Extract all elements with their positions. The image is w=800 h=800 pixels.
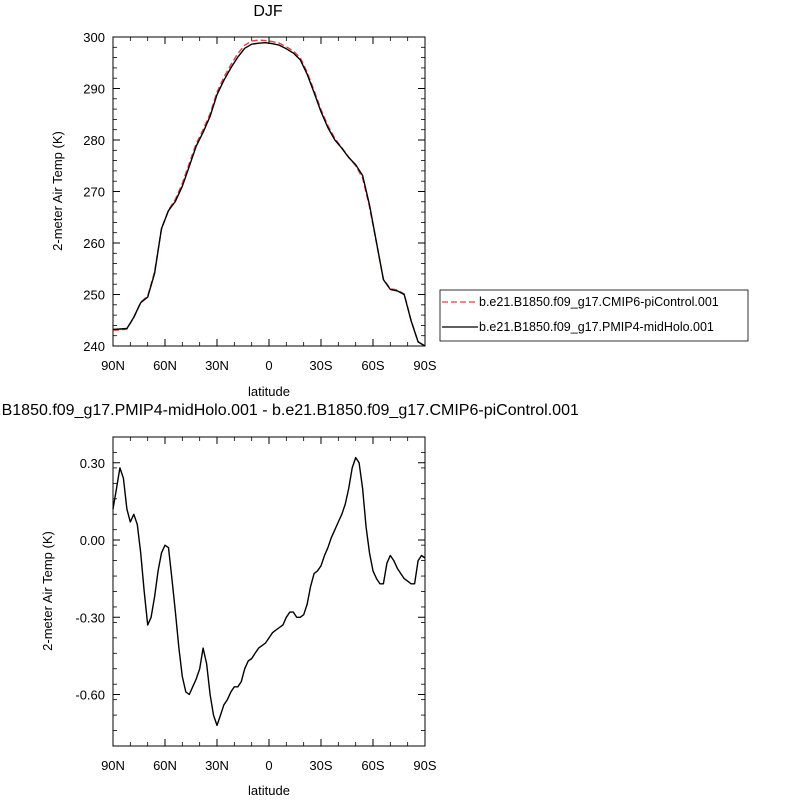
bottom-xtick-label: 30N	[205, 758, 229, 773]
top-series-line-1	[112, 42, 426, 347]
top-ytick-label: 280	[83, 133, 105, 148]
top-chart-title: DJF	[253, 3, 283, 20]
bottom-xtick-label: 60N	[153, 758, 177, 773]
top-xtick-label: 60S	[361, 358, 384, 373]
bottom-plot-frame	[112, 436, 426, 747]
bottom-xtick-label: 30S	[309, 758, 332, 773]
bottom-xtick-label: 90S	[413, 758, 436, 773]
bottom-series	[112, 456, 426, 727]
bottom-ytick-label: 0.00	[80, 533, 105, 548]
top-xtick-label: 60N	[153, 358, 177, 373]
top-xtick-label: 30N	[205, 358, 229, 373]
top-xtick-label: 90S	[413, 358, 436, 373]
bottom-y-axis-label: 2-meter Air Temp (K)	[40, 531, 55, 651]
top-series-line-0	[113, 39, 426, 347]
top-series	[112, 39, 426, 347]
bottom-xtick-label: 60S	[361, 758, 384, 773]
bottom-chart-title: b.e21.B1850.f09_g17.PMIP4-midHolo.001 - …	[0, 402, 579, 419]
top-ytick-label: 240	[83, 339, 105, 354]
top-ytick-label: 270	[83, 185, 105, 200]
top-ytick-label: 300	[83, 30, 105, 45]
bottom-panel: b.e21.B1850.f09_g17.PMIP4-midHolo.001 - …	[0, 402, 579, 798]
legend-label-piControl: b.e21.B1850.f09_g17.CMIP6-piControl.001	[479, 295, 719, 309]
bottom-ytick-label: -0.60	[75, 688, 105, 703]
legend-label-midHolo: b.e21.B1850.f09_g17.PMIP4-midHolo.001	[479, 320, 714, 334]
top-ytick-label: 260	[83, 236, 105, 251]
top-xtick-label: 90N	[101, 358, 125, 373]
bottom-xtick-label: 0	[265, 758, 272, 773]
bottom-x-axis-label: latitude	[248, 783, 290, 798]
bottom-ytick-label: 0.30	[80, 456, 105, 471]
legend: b.e21.B1850.f09_g17.CMIP6-piControl.001 …	[439, 289, 749, 342]
top-ytick-label: 290	[83, 82, 105, 97]
top-xtick-label: 0	[265, 358, 272, 373]
top-ytick-label: 250	[83, 288, 105, 303]
bottom-series-line-0	[112, 456, 426, 727]
legend-box	[439, 289, 749, 342]
top-ticks: 90N 60N 30N 0 30S 60S 90S 240 250 260 270 280 290 300	[83, 30, 437, 373]
top-plot-frame	[112, 36, 426, 347]
top-x-axis-label: latitude	[248, 384, 290, 399]
bottom-xtick-label: 90N	[101, 758, 125, 773]
top-xtick-label: 30S	[309, 358, 332, 373]
top-y-axis-label: 2-meter Air Temp (K)	[50, 131, 65, 251]
bottom-ticks: 90N 60N 30N 0 30S 60S 90S 0.30 0.00 -0.30 -0.60	[75, 436, 437, 773]
bottom-ytick-label: -0.30	[75, 610, 105, 625]
top-panel: DJF 90N 60N 30N 0 30S 60S 90S 240 250 260 270 280 29…	[50, 3, 437, 399]
